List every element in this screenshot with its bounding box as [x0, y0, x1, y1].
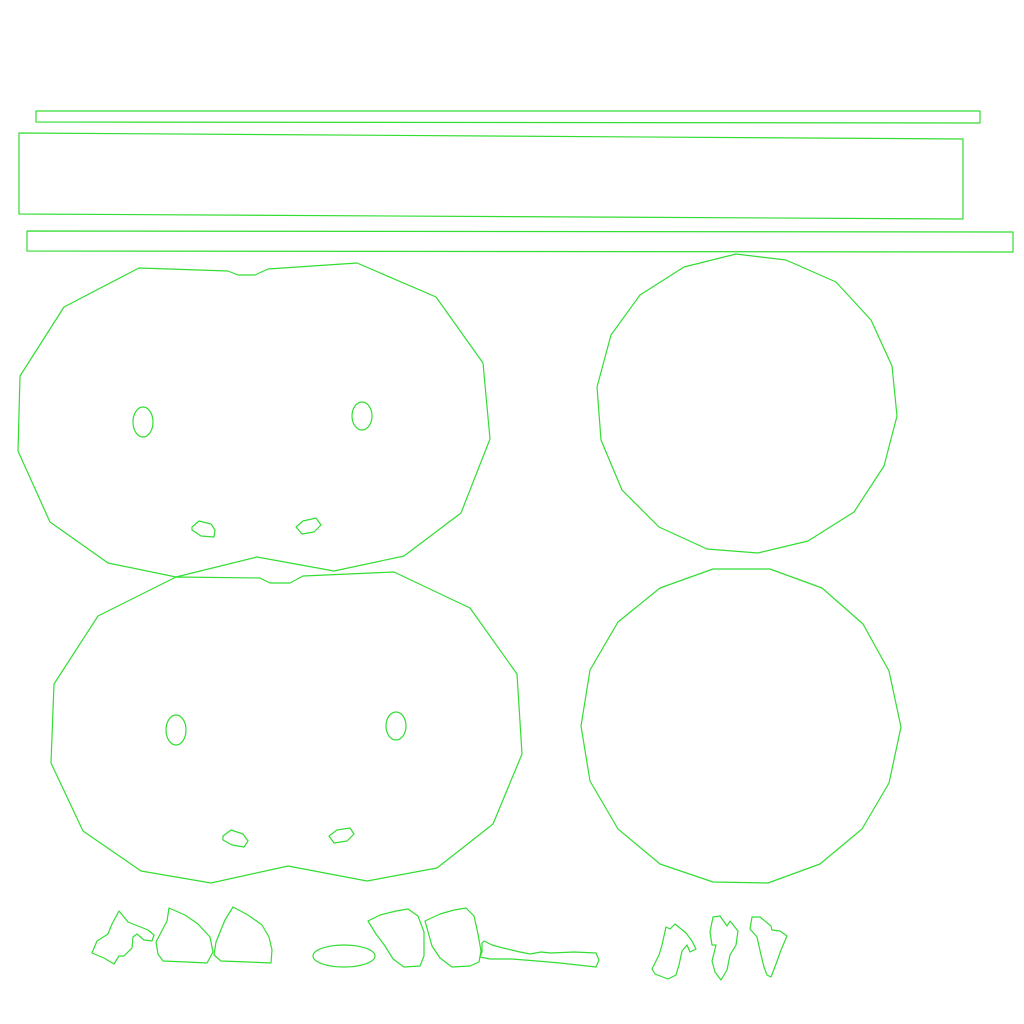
face-bottom-outline — [50, 571, 523, 884]
face-top-eye-right — [351, 401, 373, 431]
strip-thin-top — [35, 110, 981, 124]
face-bottom-eye-right — [385, 711, 407, 741]
fragment-left-2 — [155, 907, 214, 964]
face-top-eye-left — [132, 406, 154, 438]
face-bottom-mark-left — [222, 829, 249, 848]
fragment-middle-oval — [312, 944, 376, 968]
fragment-cluster-right — [651, 915, 788, 981]
face-bottom-mark-right — [328, 827, 355, 844]
disc-bottom — [580, 568, 902, 884]
fragment-cluster-left — [91, 906, 273, 965]
face-shape-bottom — [50, 571, 523, 884]
face-bottom-eye-left — [165, 714, 187, 746]
disc-top — [596, 253, 898, 554]
face-shape-top — [17, 262, 491, 578]
fragment-left-1 — [91, 910, 155, 965]
fragment-middle-3 — [479, 940, 600, 968]
fragment-right-1 — [651, 923, 697, 980]
fragment-middle-1 — [367, 908, 425, 968]
fragment-middle-2 — [424, 907, 482, 968]
fragment-cluster-middle — [312, 907, 600, 968]
fragment-right-2 — [709, 915, 739, 981]
face-top-mark-right — [295, 517, 322, 535]
strip-thin-bottom — [26, 230, 1014, 253]
face-top-outline — [17, 262, 491, 578]
face-top-mark-left — [191, 520, 216, 538]
fragment-left-3 — [213, 906, 273, 964]
fragment-right-3 — [749, 916, 788, 978]
strip-wide — [18, 132, 964, 220]
